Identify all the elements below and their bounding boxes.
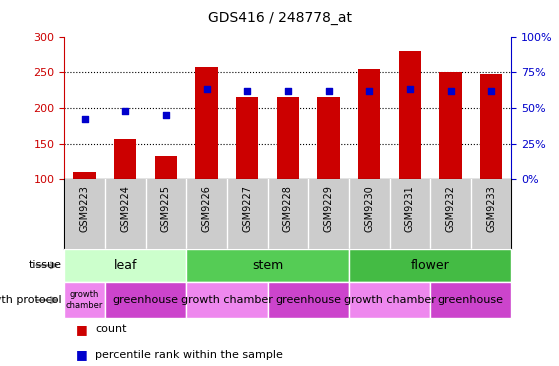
Text: GSM9233: GSM9233 <box>486 185 496 232</box>
Point <box>487 88 496 94</box>
Text: GDS416 / 248778_at: GDS416 / 248778_at <box>207 11 352 25</box>
Bar <box>196 67 218 179</box>
Text: GSM9226: GSM9226 <box>202 185 211 232</box>
Text: greenhouse: greenhouse <box>438 295 504 305</box>
Bar <box>186 282 268 318</box>
Text: growth protocol: growth protocol <box>0 295 61 305</box>
Point <box>162 112 170 118</box>
Point <box>405 86 414 92</box>
Bar <box>349 249 511 282</box>
Text: GSM9223: GSM9223 <box>79 185 89 232</box>
Text: growth
chamber: growth chamber <box>66 290 103 310</box>
Bar <box>439 72 462 179</box>
Point <box>324 88 333 94</box>
Point <box>202 86 211 92</box>
Bar <box>236 97 258 179</box>
Point <box>121 108 130 114</box>
Text: GSM9225: GSM9225 <box>161 185 171 232</box>
Point <box>364 88 373 94</box>
Text: greenhouse: greenhouse <box>275 295 341 305</box>
Point <box>283 88 292 94</box>
Bar <box>186 249 349 282</box>
Bar <box>318 97 340 179</box>
Text: GSM9230: GSM9230 <box>364 185 374 232</box>
Text: leaf: leaf <box>113 259 137 272</box>
Text: GSM9228: GSM9228 <box>283 185 293 232</box>
Text: GSM9232: GSM9232 <box>446 185 456 232</box>
Bar <box>358 69 380 179</box>
Text: growth chamber: growth chamber <box>181 295 273 305</box>
Bar <box>480 74 503 179</box>
Text: count: count <box>95 324 126 335</box>
Point <box>243 88 252 94</box>
Text: ■: ■ <box>75 348 87 362</box>
Bar <box>430 282 511 318</box>
Bar <box>73 172 96 179</box>
Text: GSM9229: GSM9229 <box>324 185 334 232</box>
Text: greenhouse: greenhouse <box>112 295 178 305</box>
Point <box>80 116 89 122</box>
Bar <box>64 282 105 318</box>
Text: GSM9231: GSM9231 <box>405 185 415 232</box>
Bar <box>349 282 430 318</box>
Text: stem: stem <box>252 259 283 272</box>
Bar <box>155 156 177 179</box>
Text: flower: flower <box>411 259 449 272</box>
Bar <box>277 97 299 179</box>
Text: GSM9224: GSM9224 <box>120 185 130 232</box>
Bar <box>114 139 136 179</box>
Bar <box>64 249 186 282</box>
Text: percentile rank within the sample: percentile rank within the sample <box>95 350 283 360</box>
Text: ■: ■ <box>75 323 87 336</box>
Point <box>446 88 455 94</box>
Text: tissue: tissue <box>29 260 61 270</box>
Bar <box>105 282 186 318</box>
Text: growth chamber: growth chamber <box>344 295 435 305</box>
Bar <box>399 51 421 179</box>
Text: GSM9227: GSM9227 <box>242 185 252 232</box>
Bar <box>268 282 349 318</box>
